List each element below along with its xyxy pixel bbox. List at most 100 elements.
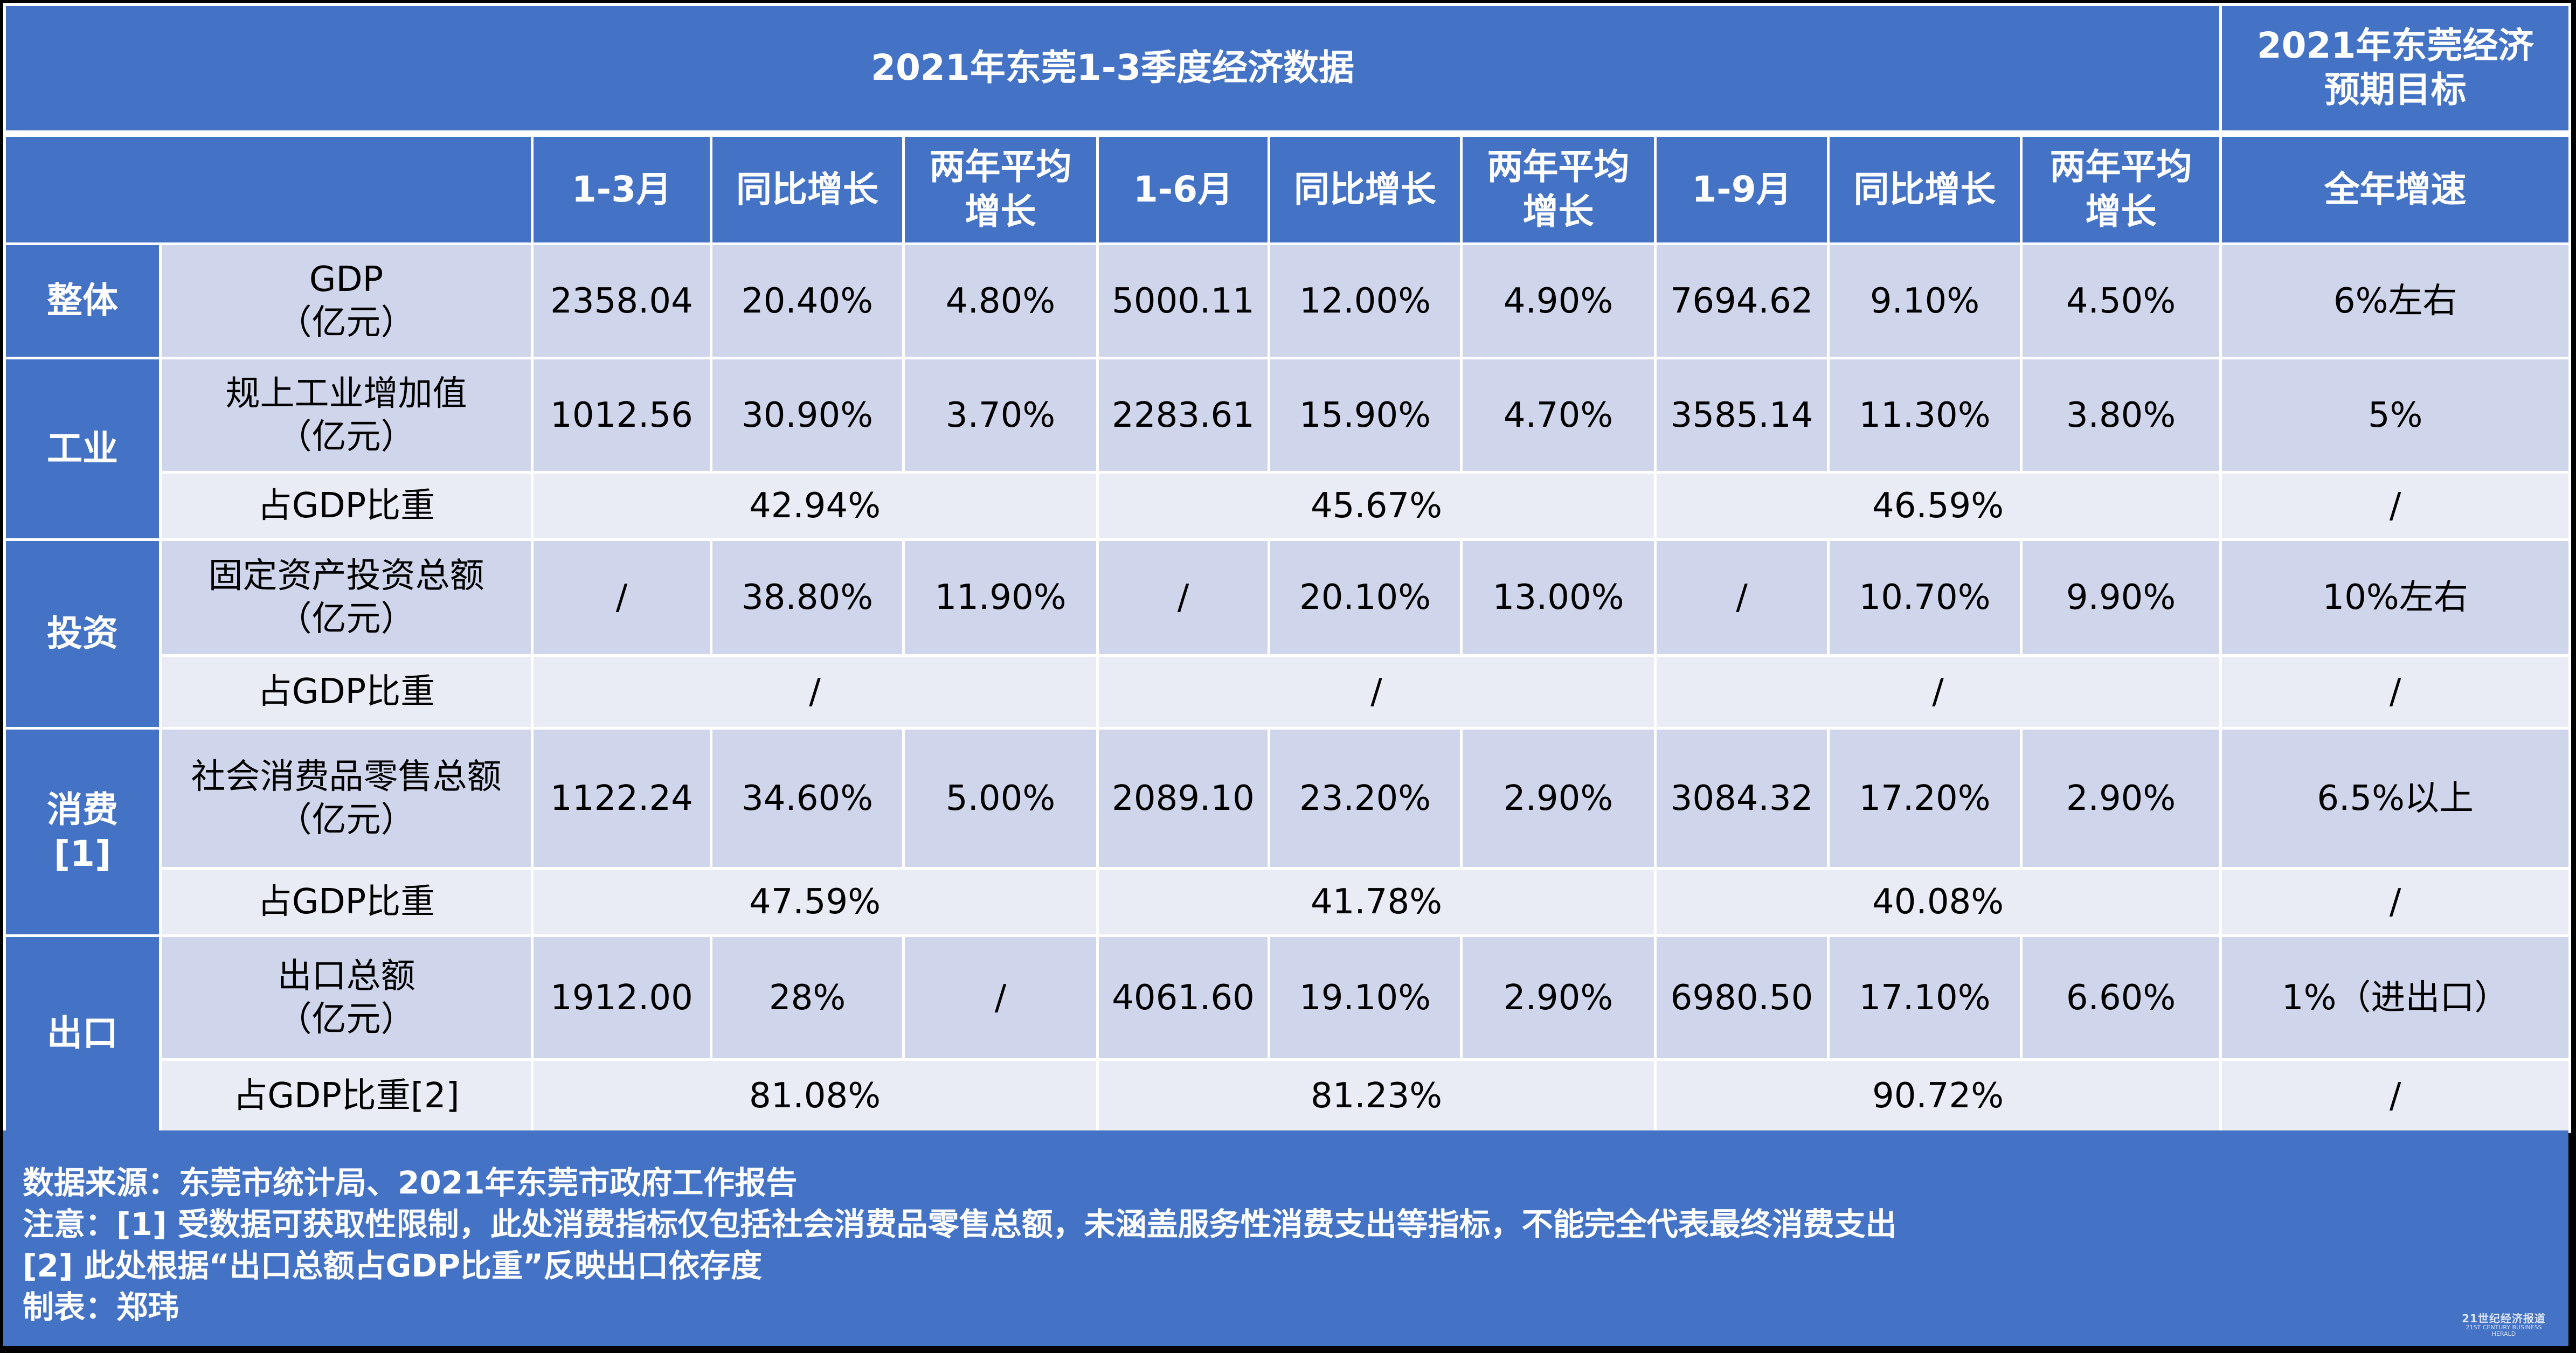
- category-investment: 投资: [3, 538, 162, 730]
- table-cell: /: [2219, 1058, 2572, 1133]
- table-title: 2021年东莞1-3季度经济数据: [3, 3, 2222, 137]
- row-label-industry-value: 规上工业增加值 （亿元）: [159, 357, 534, 474]
- author-credit: 制表：郑玮: [23, 1289, 179, 1326]
- table-cell: 10.70%: [1827, 538, 2023, 657]
- col-header: 全年增速: [2219, 132, 2572, 245]
- row-label-investment-share: 占GDP比重: [159, 654, 534, 730]
- table-cell: 11.30%: [1827, 357, 2023, 474]
- category-industry: 工业: [3, 357, 162, 541]
- table-cell: 20.10%: [1268, 538, 1463, 657]
- col-header: 1-6月: [1096, 132, 1270, 245]
- table-cell: /: [1096, 654, 1657, 730]
- table-cell: 5000.11: [1096, 242, 1270, 359]
- table-cell: 6%左右: [2219, 242, 2572, 359]
- table-cell: 4.50%: [2019, 242, 2222, 359]
- data-source-note: 数据来源：东莞市统计局、2021年东莞市政府工作报告: [23, 1164, 798, 1201]
- table-cell: 2.90%: [2019, 727, 2222, 870]
- table-cell: 42.94%: [531, 471, 1099, 541]
- table-cell: 3084.32: [1654, 727, 1830, 870]
- row-label-gdp: GDP （亿元）: [159, 242, 534, 359]
- table-cell: 1122.24: [531, 727, 712, 870]
- table-cell: 6.5%以上: [2219, 727, 2572, 870]
- category-export: 出口: [3, 934, 162, 1133]
- economic-data-table: 2021年东莞1-3季度经济数据 2021年东莞经济 预期目标 1-3月 同比增…: [3, 3, 2572, 1133]
- watermark-en: 21ST CENTURY BUSINESS HERALD: [2466, 1323, 2542, 1337]
- table-cell: 40.08%: [1653, 867, 2222, 937]
- table-cell: 17.20%: [1827, 727, 2023, 870]
- table-cell: 30.90%: [710, 357, 905, 474]
- table-cell: 1012.56: [531, 357, 712, 474]
- table-cell: 3.80%: [2019, 357, 2222, 474]
- figure-frame: 2021年东莞1-3季度经济数据 2021年东莞经济 预期目标 1-3月 同比增…: [3, 3, 2572, 1346]
- category-overall: 整体: [3, 242, 162, 359]
- table-cell: 46.59%: [1653, 471, 2222, 541]
- table-cell: 1912.00: [531, 934, 712, 1061]
- table-cell: /: [902, 934, 1099, 1061]
- col-header: 两年平均 增长: [902, 132, 1099, 245]
- table-cell: 4.90%: [1460, 242, 1657, 359]
- table-cell: 1%（进出口）: [2219, 934, 2572, 1061]
- table-cell: /: [1654, 538, 1830, 657]
- table-cell: 28%: [710, 934, 905, 1061]
- note-1: 注意：[1] 受数据可获取性限制，此处消费指标仅包括社会消费品零售总额，未涵盖服…: [23, 1206, 1897, 1243]
- table-cell: 19.10%: [1268, 934, 1463, 1061]
- table-cell: 4061.60: [1096, 934, 1270, 1061]
- col-header: 两年平均 增长: [2019, 132, 2222, 245]
- table-cell: 15.90%: [1268, 357, 1463, 474]
- table-cell: 38.80%: [710, 538, 905, 657]
- table-cell: 2358.04: [531, 242, 712, 359]
- row-label-industry-share: 占GDP比重: [159, 471, 534, 541]
- table-cell: 11.90%: [902, 538, 1099, 657]
- row-label-consumption-share: 占GDP比重: [159, 867, 534, 937]
- table-cell: /: [531, 654, 1099, 730]
- table-cell: 23.20%: [1268, 727, 1463, 870]
- table-cell: /: [1653, 654, 2222, 730]
- table-cell: 34.60%: [710, 727, 905, 870]
- table-cell: 13.00%: [1460, 538, 1657, 657]
- row-label-export-share: 占GDP比重[2]: [159, 1058, 534, 1133]
- table-cell: /: [531, 538, 712, 657]
- table-cell: 7694.62: [1654, 242, 1830, 359]
- col-header: 1-3月: [531, 132, 712, 245]
- table-cell: 5%: [2219, 357, 2572, 474]
- table-cell: 81.23%: [1096, 1058, 1657, 1133]
- col-header: 同比增长: [1827, 132, 2023, 245]
- table-cell: 2089.10: [1096, 727, 1270, 870]
- table-cell: 3585.14: [1654, 357, 1830, 474]
- table-cell: /: [2219, 654, 2572, 730]
- table-cell: 90.72%: [1653, 1058, 2222, 1133]
- table-cell: 47.59%: [531, 867, 1099, 937]
- table-cell: 2.90%: [1460, 727, 1657, 870]
- header-blank-cell: [3, 132, 534, 245]
- watermark-cn: 21世纪经济报道: [2462, 1312, 2546, 1325]
- table-cell: 6.60%: [2019, 934, 2222, 1061]
- footer-notes: 数据来源：东莞市统计局、2021年东莞市政府工作报告 注意：[1] 受数据可获取…: [3, 1130, 2568, 1346]
- table-cell: 4.70%: [1460, 357, 1657, 474]
- table-cell: 9.10%: [1827, 242, 2023, 359]
- target-header: 2021年东莞经济 预期目标: [2219, 3, 2572, 137]
- row-label-export-value: 出口总额 （亿元）: [159, 934, 534, 1061]
- row-label-consumption-value: 社会消费品零售总额 （亿元）: [159, 727, 534, 870]
- table-cell: /: [1096, 538, 1270, 657]
- col-header: 两年平均 增长: [1460, 132, 1657, 245]
- table-cell: 17.10%: [1827, 934, 2023, 1061]
- table-cell: 12.00%: [1268, 242, 1463, 359]
- col-header: 同比增长: [710, 132, 905, 245]
- col-header: 1-9月: [1654, 132, 1830, 245]
- table-cell: 9.90%: [2019, 538, 2222, 657]
- table-cell: 2.90%: [1460, 934, 1657, 1061]
- note-2: [2] 此处根据“出口总额占GDP比重”反映出口依存度: [23, 1247, 763, 1284]
- table-cell: 4.80%: [902, 242, 1099, 359]
- table-cell: 41.78%: [1096, 867, 1657, 937]
- table-cell: 45.67%: [1096, 471, 1657, 541]
- table-cell: 20.40%: [710, 242, 905, 359]
- table-cell: 2283.61: [1096, 357, 1270, 474]
- table-cell: 10%左右: [2219, 538, 2572, 657]
- category-consumption: 消费 [1]: [3, 727, 162, 937]
- col-header: 同比增长: [1268, 132, 1463, 245]
- table-cell: 5.00%: [902, 727, 1099, 870]
- publisher-watermark-logo: 21世纪经济报道 21ST CENTURY BUSINESS HERALD: [2455, 1313, 2552, 1337]
- row-label-investment-value: 固定资产投资总额 （亿元）: [159, 538, 534, 657]
- table-cell: /: [2219, 471, 2572, 541]
- table-cell: 3.70%: [902, 357, 1099, 474]
